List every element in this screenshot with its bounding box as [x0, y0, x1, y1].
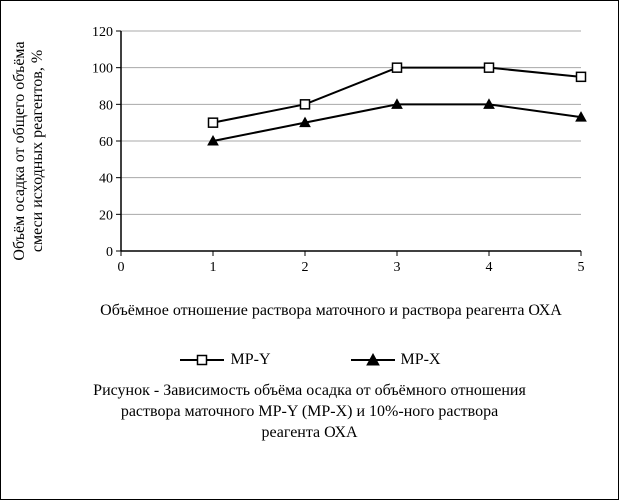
svg-text:2: 2 — [302, 260, 309, 275]
legend-item-mp-x: МР-Х — [351, 351, 441, 369]
figure-frame: Объём осадка от общего объёма смеси исхо… — [0, 0, 619, 500]
plot-area: 0 20 40 60 80 100 120 0 1 2 3 4 5 — [71, 21, 591, 281]
svg-text:1: 1 — [210, 260, 217, 275]
svg-text:100: 100 — [92, 62, 113, 77]
chart-svg: 0 20 40 60 80 100 120 0 1 2 3 4 5 — [71, 21, 591, 281]
svg-text:0: 0 — [118, 260, 125, 275]
caption-line-1: Рисунок - Зависимость объёма осадка от о… — [31, 381, 588, 402]
legend-item-mp-y: МР-Y — [180, 351, 270, 369]
svg-text:20: 20 — [99, 208, 113, 223]
legend-label-mp-y: МР-Y — [230, 351, 270, 369]
legend-marker-mp-x — [351, 352, 395, 368]
legend-label-mp-x: МР-Х — [401, 351, 441, 369]
x-axis-label: Объёмное отношение раствора маточного и … — [71, 301, 591, 320]
svg-text:40: 40 — [99, 172, 113, 187]
svg-text:0: 0 — [106, 245, 113, 260]
y-axis-label: Объём осадка от общего объёма смеси исхо… — [11, 21, 61, 281]
svg-text:5: 5 — [578, 260, 585, 275]
svg-text:3: 3 — [394, 260, 401, 275]
svg-text:4: 4 — [486, 260, 493, 275]
svg-text:80: 80 — [99, 98, 113, 113]
legend-marker-mp-y — [180, 352, 224, 368]
caption-line-3: реагента ОХА — [31, 423, 588, 444]
caption-line-2: раствора маточного МР-Y (МР-Х) и 10%-ног… — [31, 402, 588, 423]
figure-caption: Рисунок - Зависимость объёма осадка от о… — [31, 381, 588, 443]
svg-text:60: 60 — [99, 135, 113, 150]
svg-text:120: 120 — [92, 25, 113, 40]
legend: МР-Y МР-Х — [1, 351, 619, 369]
